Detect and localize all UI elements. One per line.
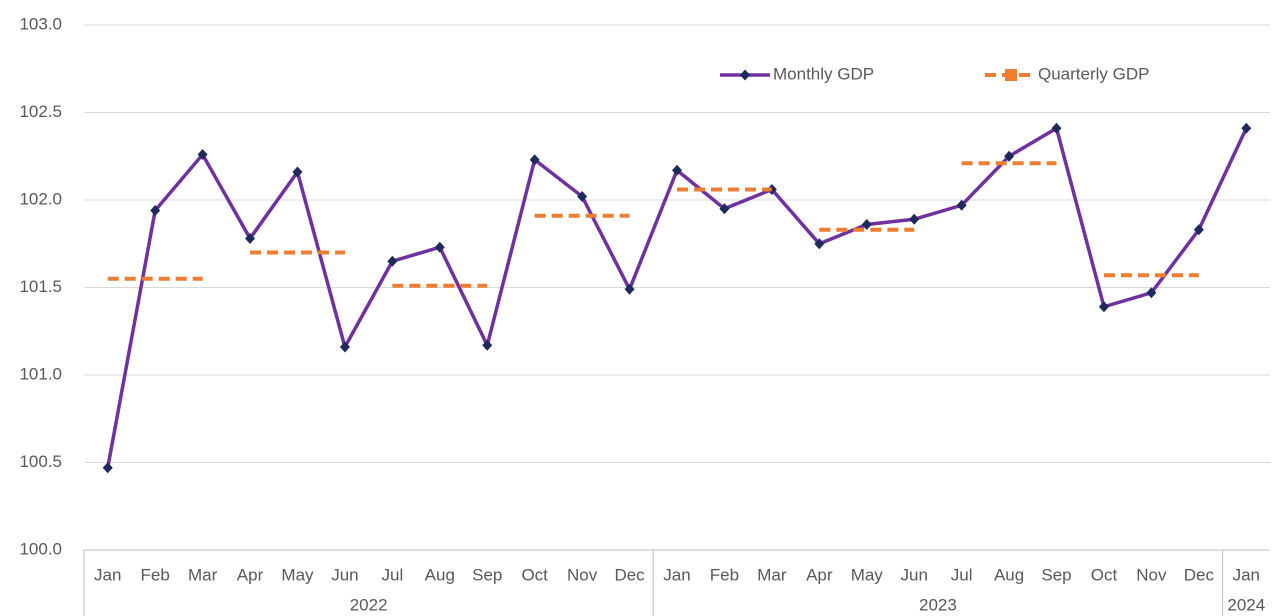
point — [1241, 122, 1252, 134]
y-tick-label: 103.0 — [19, 14, 62, 33]
point — [577, 191, 588, 202]
y-tick-label: 100.5 — [19, 452, 62, 471]
point — [719, 203, 730, 215]
point — [1051, 122, 1062, 134]
x-group-label: 2022 — [350, 595, 388, 614]
x-tick-label: Mar — [757, 565, 787, 584]
x-tick-label: Nov — [567, 565, 598, 584]
point — [672, 164, 682, 176]
x-tick-label: Nov — [1136, 565, 1167, 584]
x-group-label: 2024 — [1227, 595, 1265, 614]
point — [292, 166, 303, 178]
legend-marker — [740, 69, 750, 81]
x-tick-label: Jan — [1233, 565, 1260, 584]
x-tick-label: Sep — [472, 565, 502, 584]
x-tick-label: Mar — [188, 565, 218, 584]
legend-label: Monthly GDP — [773, 64, 874, 83]
x-tick-label: Feb — [141, 565, 170, 584]
x-group-label: 2023 — [919, 595, 957, 614]
x-tick-label: Dec — [614, 565, 645, 584]
x-tick-label: Aug — [994, 565, 1024, 584]
x-tick-label: May — [281, 565, 314, 584]
point — [102, 462, 113, 474]
point — [956, 199, 967, 211]
x-tick-label: Oct — [1091, 565, 1118, 584]
y-tick-label: 100.0 — [19, 539, 62, 558]
x-tick-label: Jun — [900, 565, 927, 584]
x-tick-label: Apr — [806, 565, 833, 584]
x-tick-label: Sep — [1041, 565, 1071, 584]
point — [861, 219, 872, 230]
point — [624, 283, 635, 295]
point — [909, 213, 920, 225]
x-tick-label: Jul — [951, 565, 973, 584]
point — [1146, 287, 1157, 299]
x-tick-label: Jan — [663, 565, 690, 584]
y-tick-label: 101.5 — [19, 277, 62, 296]
y-tick-label: 102.0 — [19, 189, 62, 208]
point — [245, 233, 256, 244]
x-tick-label: Feb — [710, 565, 739, 584]
x-tick-label: Aug — [425, 565, 455, 584]
legend-marker — [1005, 69, 1017, 81]
point — [339, 341, 350, 353]
point — [814, 238, 825, 250]
point — [197, 149, 208, 160]
x-tick-label: Jun — [331, 565, 358, 584]
monthly-line — [105, 125, 1248, 469]
legend-label: Quarterly GDP — [1038, 64, 1149, 83]
point — [434, 241, 445, 253]
x-tick-label: Oct — [521, 565, 548, 584]
x-tick-label: May — [851, 565, 884, 584]
point — [1004, 150, 1015, 162]
x-tick-label: Apr — [237, 565, 264, 584]
x-tick-label: Jul — [381, 565, 403, 584]
point — [482, 339, 493, 351]
point — [1193, 224, 1204, 236]
x-tick-label: Dec — [1184, 565, 1215, 584]
point — [1098, 301, 1109, 313]
point — [150, 205, 161, 216]
point — [529, 154, 540, 166]
y-tick-label: 101.0 — [19, 364, 62, 383]
y-tick-label: 102.5 — [19, 102, 62, 121]
point — [387, 255, 398, 267]
x-tick-label: Jan — [94, 565, 121, 584]
